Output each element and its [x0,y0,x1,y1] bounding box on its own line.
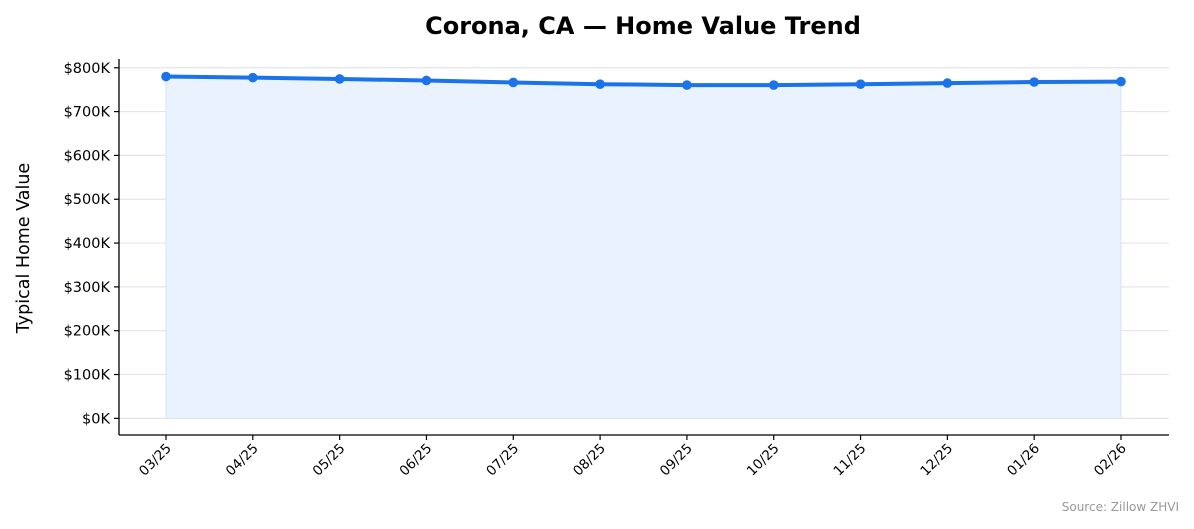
y-tick-label: $200K [64,324,111,340]
x-tick-label: 07/25 [483,441,522,480]
area-fill-layer [165,76,1122,419]
x-tick-label: 11/25 [831,441,870,480]
source-note: Source: Zillow ZHVI [1062,500,1179,514]
x-tick-label: 02/26 [1091,441,1130,480]
y-tick-label: $600K [64,148,111,164]
x-tick-label: 10/25 [744,441,783,480]
x-tick-label: 01/26 [1004,441,1043,480]
x-tick-label: 08/25 [570,441,609,480]
data-point [248,72,258,83]
x-tick-label: 05/25 [310,441,349,480]
axes [118,59,1169,436]
y-tick-label: $500K [64,192,111,208]
y-tick-label: $800K [64,61,111,77]
x-tick-label: 03/25 [136,441,175,480]
chart-title: Corona, CA — Home Value Trend [425,12,861,40]
data-point [1116,76,1126,87]
data-points-layer [161,71,1126,90]
data-point [682,80,692,90]
y-tick-label: $400K [64,236,111,252]
y-axis-ticks: $0K $100K $200K $300K $400K $500K $600K $700K $8… [64,61,119,427]
data-point [334,74,345,84]
area-fill [165,76,1122,419]
x-tick-label: 09/25 [657,441,696,480]
x-axis-ticks: 03/25 04/25 05/25 06/25 07/25 08/25 09/25 10/25… [136,435,1130,479]
data-point [942,78,953,88]
y-tick-label: $100K [64,368,111,384]
data-point [855,79,866,89]
y-tick-label: $700K [64,105,111,121]
x-tick-label: 06/25 [396,441,435,480]
data-point [768,80,779,90]
data-point [508,77,519,88]
data-point [1029,77,1039,87]
data-point [595,79,605,89]
x-tick-label: 04/25 [223,441,262,480]
data-point [161,71,171,82]
y-tick-label: $300K [64,280,111,296]
y-axis-label: Typical Home Value [14,163,34,334]
data-point [421,75,432,86]
y-tick-label: $0K [82,411,110,427]
series-line-layer [164,74,1123,88]
series-line [164,74,1123,88]
x-tick-label: 12/25 [917,441,956,480]
